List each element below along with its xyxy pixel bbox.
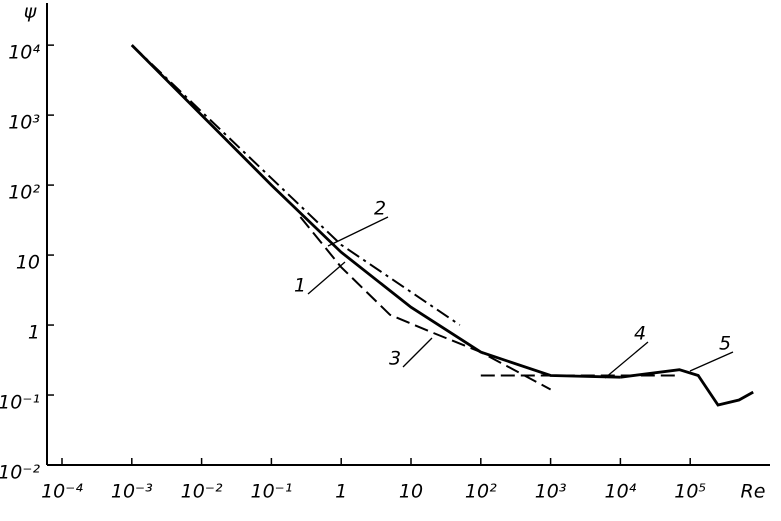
- x-tick-label: 10: [399, 481, 423, 503]
- curve-label: 5: [719, 333, 731, 355]
- x-tick-label: 1: [335, 481, 347, 503]
- curve-label: 1: [294, 275, 306, 297]
- x-tick-label: 10²: [465, 481, 497, 503]
- curve: [131, 44, 461, 326]
- y-tick-label: 10⁴: [8, 42, 40, 64]
- x-tick-label: 10⁻¹: [250, 481, 292, 503]
- y-tick-label: 10⁻²: [0, 462, 40, 484]
- leader-line: [604, 341, 649, 379]
- leader-line: [327, 216, 389, 247]
- x-tick-label: 10³: [535, 481, 567, 503]
- y-tick-label: 10⁻¹: [0, 392, 40, 414]
- x-tick-label: 10⁻⁴: [41, 481, 83, 503]
- x-tick-label: 10⁵: [674, 481, 706, 503]
- x-tick-label: 10⁻²: [181, 481, 223, 503]
- curve: [299, 216, 552, 391]
- x-axis-title: Re: [741, 481, 766, 503]
- y-tick-label: 10: [16, 252, 40, 274]
- y-tick-label: 10³: [8, 112, 40, 134]
- curve: [130, 44, 621, 379]
- x-tick-label: 10⁻³: [111, 481, 153, 503]
- y-tick-label: 10²: [8, 182, 40, 204]
- leader-line: [689, 351, 734, 372]
- curve-label: 4: [634, 323, 646, 345]
- x-tick-label: 10⁴: [605, 481, 637, 503]
- curve-label: 3: [389, 348, 401, 370]
- leader-line: [402, 337, 433, 368]
- leader-line: [307, 261, 346, 295]
- curve-label: 2: [374, 198, 386, 220]
- curve: [620, 368, 754, 407]
- y-tick-label: 1: [28, 322, 40, 344]
- y-axis-title: ψ: [24, 1, 37, 23]
